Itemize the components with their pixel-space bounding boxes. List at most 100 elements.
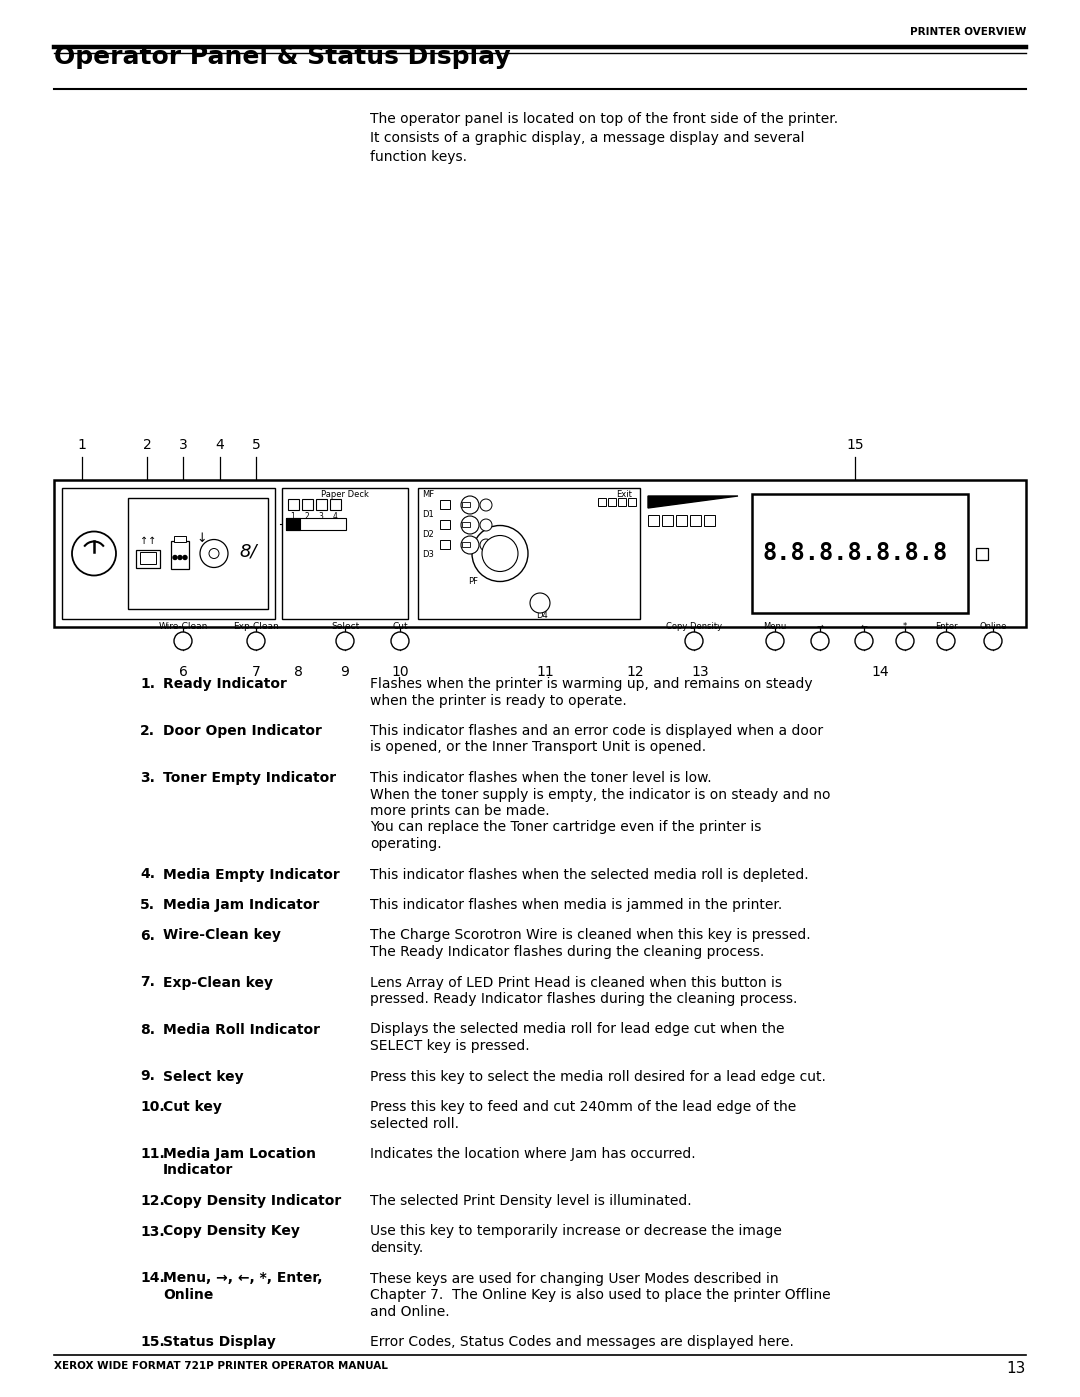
Circle shape — [811, 631, 829, 650]
Text: It consists of a graphic display, a message display and several: It consists of a graphic display, a mess… — [370, 131, 805, 145]
Circle shape — [480, 499, 492, 511]
Bar — [976, 548, 988, 560]
Text: 5: 5 — [252, 439, 260, 453]
Circle shape — [391, 631, 409, 650]
Text: Status Display: Status Display — [163, 1336, 275, 1350]
Bar — [462, 502, 470, 507]
Text: 9.: 9. — [140, 1070, 154, 1084]
Text: 2: 2 — [143, 439, 151, 453]
Text: 11: 11 — [536, 665, 554, 679]
Circle shape — [200, 539, 228, 567]
Text: 3.: 3. — [140, 771, 154, 785]
Text: Press this key to feed and cut 240mm of the lead edge of the: Press this key to feed and cut 240mm of … — [370, 1099, 796, 1113]
Text: 12.: 12. — [140, 1194, 165, 1208]
Bar — [598, 497, 606, 506]
Text: Online: Online — [980, 622, 1007, 631]
Text: 14: 14 — [872, 665, 889, 679]
Circle shape — [896, 631, 914, 650]
Circle shape — [174, 631, 192, 650]
Circle shape — [461, 515, 480, 534]
Bar — [676, 515, 687, 527]
Text: Online: Online — [163, 1288, 214, 1302]
Circle shape — [178, 556, 183, 560]
Circle shape — [210, 549, 219, 559]
Text: Copy Density Indicator: Copy Density Indicator — [163, 1194, 341, 1208]
Text: and Online.: and Online. — [370, 1305, 449, 1319]
Bar — [462, 542, 470, 548]
Bar — [302, 499, 313, 510]
Text: Media Roll Indicator: Media Roll Indicator — [163, 1023, 320, 1037]
Bar — [286, 518, 300, 529]
Text: Toner Empty Indicator: Toner Empty Indicator — [163, 771, 336, 785]
Text: MF: MF — [422, 490, 434, 499]
Text: ↑↑: ↑↑ — [140, 536, 157, 546]
Text: 2.: 2. — [140, 724, 156, 738]
Text: ←: ← — [861, 622, 867, 631]
Bar — [440, 520, 450, 529]
Text: These keys are used for changing User Modes described in: These keys are used for changing User Mo… — [370, 1271, 779, 1285]
Text: Media Jam Indicator: Media Jam Indicator — [163, 898, 320, 912]
Text: Press this key to select the media roll desired for a lead edge cut.: Press this key to select the media roll … — [370, 1070, 826, 1084]
Text: Lens Array of LED Print Head is cleaned when this button is: Lens Array of LED Print Head is cleaned … — [370, 975, 782, 989]
Text: 15: 15 — [847, 439, 864, 453]
Text: function keys.: function keys. — [370, 149, 467, 163]
Text: 6: 6 — [178, 665, 188, 679]
Text: 3: 3 — [319, 511, 323, 521]
Bar — [440, 500, 450, 509]
Bar — [282, 488, 408, 619]
Text: This indicator flashes when media is jammed in the printer.: This indicator flashes when media is jam… — [370, 898, 782, 912]
Text: ↓: ↓ — [197, 532, 207, 545]
Text: Indicates the location where Jam has occurred.: Indicates the location where Jam has occ… — [370, 1147, 696, 1161]
Text: is opened, or the Inner Transport Unit is opened.: is opened, or the Inner Transport Unit i… — [370, 740, 706, 754]
Text: D1: D1 — [422, 510, 434, 520]
Text: This indicator flashes and an error code is displayed when a door: This indicator flashes and an error code… — [370, 724, 823, 738]
Bar — [286, 518, 346, 529]
Text: The selected Print Density level is illuminated.: The selected Print Density level is illu… — [370, 1194, 691, 1208]
Text: When the toner supply is empty, the indicator is on steady and no: When the toner supply is empty, the indi… — [370, 788, 831, 802]
Circle shape — [855, 631, 873, 650]
Text: 4: 4 — [333, 511, 337, 521]
Text: 8.: 8. — [140, 1023, 156, 1037]
Bar — [462, 522, 470, 527]
Bar — [418, 488, 640, 619]
Text: 11.: 11. — [140, 1147, 165, 1161]
Text: 12: 12 — [626, 665, 644, 679]
Bar — [662, 515, 673, 527]
Circle shape — [937, 631, 955, 650]
Text: pressed. Ready Indicator flashes during the cleaning process.: pressed. Ready Indicator flashes during … — [370, 992, 797, 1006]
Text: 5.: 5. — [140, 898, 156, 912]
Bar — [618, 497, 626, 506]
Text: D3: D3 — [422, 550, 434, 559]
Circle shape — [461, 496, 480, 514]
Text: Enter: Enter — [934, 622, 957, 631]
Circle shape — [766, 631, 784, 650]
Bar — [608, 497, 616, 506]
Text: Copy Density: Copy Density — [666, 622, 723, 631]
Text: PRINTER OVERVIEW: PRINTER OVERVIEW — [909, 27, 1026, 36]
Text: 9: 9 — [340, 665, 350, 679]
Text: when the printer is ready to operate.: when the printer is ready to operate. — [370, 693, 626, 707]
Text: 8.8.8.8.8.8.8: 8.8.8.8.8.8.8 — [762, 542, 947, 566]
Bar — [330, 499, 341, 510]
Text: 13: 13 — [1007, 1361, 1026, 1376]
Text: 10.: 10. — [140, 1099, 164, 1113]
Text: 1.: 1. — [140, 678, 156, 692]
Text: Indicator: Indicator — [163, 1164, 233, 1178]
Text: selected roll.: selected roll. — [370, 1116, 459, 1130]
Text: 7.: 7. — [140, 975, 154, 989]
Circle shape — [183, 556, 187, 560]
Circle shape — [173, 556, 177, 560]
Text: Copy Density Key: Copy Density Key — [163, 1225, 300, 1239]
Text: You can replace the Toner cartridge even if the printer is: You can replace the Toner cartridge even… — [370, 820, 761, 834]
Text: Wire-Clean key: Wire-Clean key — [163, 929, 281, 943]
Text: 8/: 8/ — [239, 542, 257, 560]
Bar — [288, 499, 299, 510]
Text: Ready Indicator: Ready Indicator — [163, 678, 287, 692]
Text: 14.: 14. — [140, 1271, 165, 1285]
Text: Cut: Cut — [392, 622, 408, 631]
Text: SELECT key is pressed.: SELECT key is pressed. — [370, 1039, 529, 1053]
Text: Exit: Exit — [616, 490, 632, 499]
Text: Operator Panel & Status Display: Operator Panel & Status Display — [54, 45, 511, 68]
Bar — [704, 515, 715, 527]
Bar — [316, 499, 327, 510]
